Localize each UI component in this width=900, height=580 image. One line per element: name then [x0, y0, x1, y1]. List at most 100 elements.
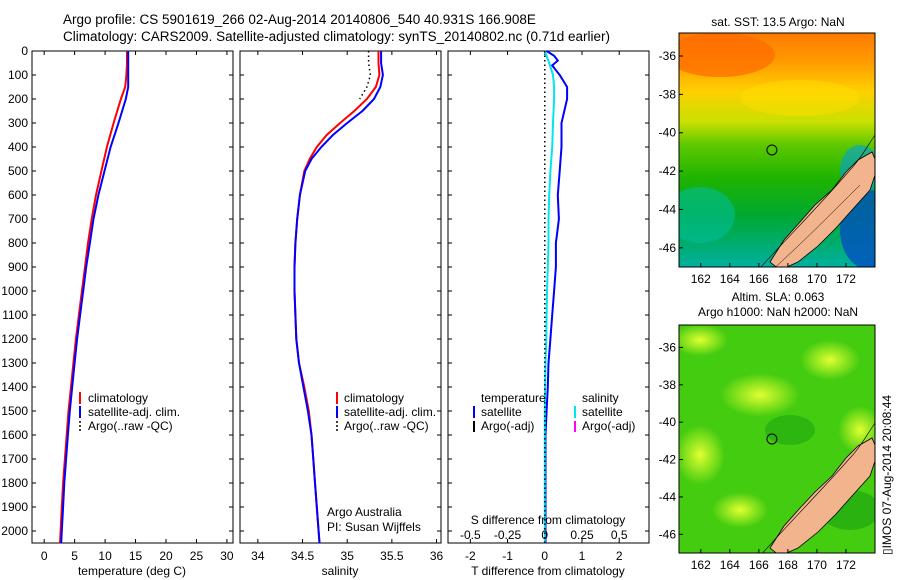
- sst-map: sat. SST: 13.5 Argo: NaN 162 164 166 168 170…: [659, 15, 876, 286]
- y-tick-label: 1700: [1, 452, 28, 466]
- x-tick-label: 35: [341, 549, 355, 563]
- temperature-x-axis: 0 5 10 15 20 25 30: [41, 51, 234, 563]
- sst-map-axes: 162 164 166 168 170 172 -36 -38 -40 -42 -44 -46: [659, 49, 857, 286]
- y-tick-label: 900: [8, 260, 28, 274]
- y-tick-label: 1300: [1, 356, 28, 370]
- x-tick-label: 2: [616, 549, 623, 563]
- t-difference-x-axis: -2 -1 0 1 2: [465, 51, 623, 563]
- series-line: [60, 51, 130, 544]
- new-zealand-landmass: [769, 437, 875, 553]
- y-tick-label: 1100: [2, 308, 28, 322]
- sla-map: Altim. SLA: 0.063 Argo h1000: NaN h2000:…: [659, 290, 876, 572]
- legend-label-sal-argo: Argo(-adj): [582, 419, 635, 433]
- map-lon-label: 170: [807, 272, 827, 286]
- salinity-plot-frame: [239, 50, 442, 544]
- map-lon-label: 162: [691, 272, 711, 286]
- map-lon-label: 164: [720, 558, 740, 572]
- x-tick-label: 10: [98, 549, 112, 563]
- x-tick-label: 1: [579, 549, 586, 563]
- salinity-depth-ticks: [240, 50, 441, 532]
- x-tick-label: 0: [541, 549, 548, 563]
- legend-label-satellite: satellite-adj. clim.: [88, 405, 180, 419]
- legend-label-temp-satellite: satellite: [481, 405, 522, 419]
- s-tick-label: -0.5: [460, 528, 481, 542]
- x-tick-label: -1: [502, 549, 513, 563]
- legend-label-argo: Argo(..raw -QC): [88, 419, 173, 433]
- difference-legend: temperature salinity satellite Argo(-adj…: [473, 391, 635, 433]
- x-tick-label: 25: [190, 549, 204, 563]
- x-tick-label: 36: [430, 549, 444, 563]
- series-line: [293, 51, 384, 544]
- map-lon-label: 168: [778, 272, 798, 286]
- legend-header-temperature: temperature: [481, 391, 546, 405]
- legend-label-satellite: satellite-adj. clim.: [344, 405, 436, 419]
- x-tick-label: 0: [41, 549, 48, 563]
- y-tick-label: 100: [8, 68, 28, 82]
- temperature-plot-frame: [31, 50, 234, 544]
- s-tick-label: -0.25: [494, 528, 522, 542]
- sst-map-title: sat. SST: 13.5 Argo: NaN: [711, 15, 844, 29]
- figure-title-line2: Climatology: CARS2009. Satellite-adjuste…: [63, 29, 611, 44]
- map-lon-label: 162: [691, 558, 711, 572]
- s-tick-label: 0.5: [611, 528, 628, 542]
- salinity-legend: climatology satellite-adj. clim. Argo(..…: [336, 391, 436, 433]
- x-tick-label: 30: [220, 549, 234, 563]
- temperature-panel: 0100200300400500600700800900100011001200…: [1, 44, 234, 578]
- map-lat-label: -36: [659, 49, 677, 63]
- map-lat-label: -38: [659, 87, 677, 101]
- salinity-panel: 34 34.5 35 35.5 36 salinity climatology sate…: [239, 50, 444, 578]
- x-tick-label: -2: [465, 549, 476, 563]
- legend-label-argo: Argo(..raw -QC): [344, 419, 429, 433]
- y-tick-label: 800: [8, 236, 28, 250]
- map-lat-label: -46: [659, 241, 677, 255]
- y-tick-label: 400: [8, 140, 28, 154]
- series-line: [359, 51, 372, 100]
- sst-map-frame: [678, 32, 876, 268]
- y-tick-label: 1200: [1, 332, 28, 346]
- salinity-x-axis: 34 34.5 35 35.5 36: [251, 51, 444, 563]
- new-zealand-landmass: [769, 151, 875, 267]
- annotation-pi: PI: Susan Wijffels: [327, 520, 421, 534]
- salinity-x-label: salinity: [322, 564, 359, 578]
- x-tick-label: 5: [71, 549, 78, 563]
- difference-panel: -2 -1 0 1 2 -0.5 -0.25 0 0.25 0.5 S difference f…: [447, 50, 650, 578]
- map-lon-label: 168: [778, 558, 798, 572]
- sla-map-axes: 162 164 166 168 170 172 -36 -38 -40 -42 -44 -46: [659, 340, 857, 572]
- legend-header-salinity: salinity: [582, 391, 619, 405]
- imos-timestamp: ▯IMOS 07-Aug-2014 20:08:44: [880, 394, 894, 555]
- legend-label-climatology: climatology: [344, 391, 404, 405]
- difference-series: [543, 50, 569, 543]
- t-difference-x-label: T difference from climatology: [471, 564, 625, 578]
- series-line: [59, 51, 128, 544]
- legend-label-sal-satellite: satellite: [582, 405, 623, 419]
- y-tick-label: 0: [21, 44, 28, 58]
- sla-map-frame: [678, 324, 876, 554]
- map-lat-label: -40: [659, 126, 677, 140]
- map-lat-label: -36: [659, 340, 677, 354]
- s-tick-label: 0: [541, 528, 548, 542]
- y-tick-label: 1500: [1, 404, 28, 418]
- map-lat-label: -42: [659, 453, 677, 467]
- difference-plot-frame: [447, 50, 650, 544]
- temperature-legend: climatology satellite-adj. clim. Argo(..…: [79, 391, 180, 433]
- legend-label-climatology: climatology: [88, 391, 148, 405]
- figure-title-line1: Argo profile: CS 5901619_266 02-Aug-2014…: [63, 12, 536, 27]
- y-tick-label: 300: [8, 116, 28, 130]
- temperature-series: [59, 51, 130, 544]
- legend-label-temp-argo: Argo(-adj): [481, 419, 534, 433]
- argo-position-marker: [766, 433, 778, 445]
- y-tick-label: 200: [8, 92, 28, 106]
- map-lon-label: 166: [749, 272, 769, 286]
- salinity-series: [293, 51, 384, 544]
- y-tick-label: 1600: [1, 428, 28, 442]
- y-tick-label: 1000: [1, 284, 28, 298]
- y-tick-label: 600: [8, 188, 28, 202]
- depth-axis: 0 100 200 300 400 500 600 700 800 900 1000 1100 1200…: [1, 44, 233, 538]
- x-tick-label: 15: [129, 549, 143, 563]
- s-difference-axis: -0.5 -0.25 0 0.25 0.5: [460, 528, 628, 542]
- temperature-x-label: temperature (deg C): [78, 564, 186, 578]
- map-lon-label: 172: [836, 272, 856, 286]
- map-lon-label: 170: [807, 558, 827, 572]
- s-difference-label: S difference from climatology: [471, 513, 626, 527]
